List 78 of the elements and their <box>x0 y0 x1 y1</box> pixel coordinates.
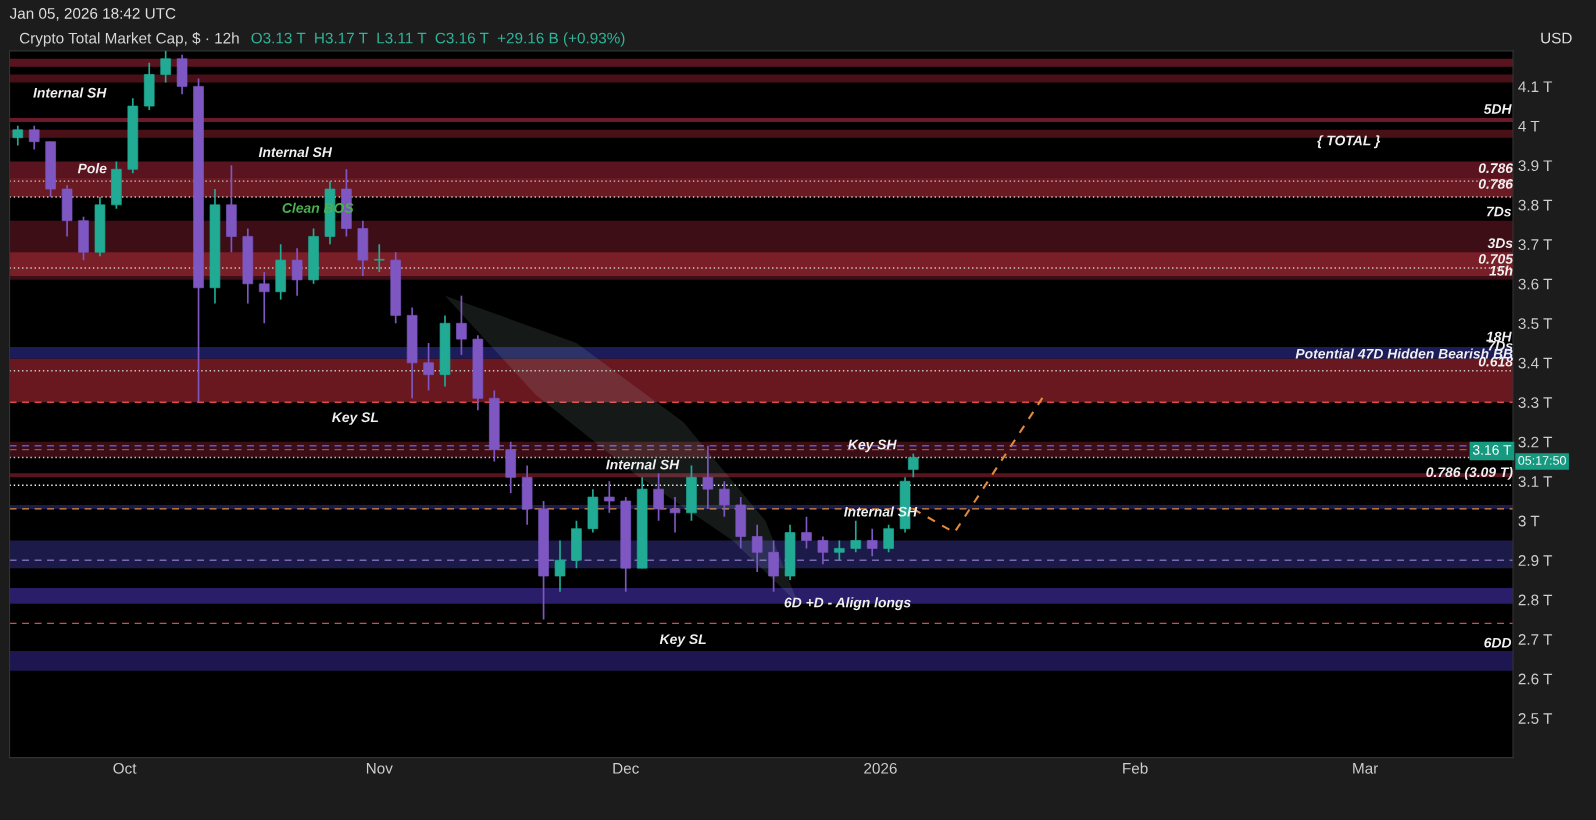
chart-title: Crypto Total Market Cap, $ · 12h <box>19 32 239 47</box>
text: Jan 05, 2026 18:42 UTC <box>9 8 176 21</box>
annotation: 0.705 <box>1478 254 1514 264</box>
y-tick-label: 3.3 T <box>1518 397 1553 408</box>
y-tick-label: 4 T <box>1518 120 1540 132</box>
candlestick <box>209 188 221 305</box>
candlestick <box>373 243 385 273</box>
annotation: 18H <box>1486 331 1512 342</box>
y-tick-label: 2.6 T <box>1518 673 1553 685</box>
text: USD <box>1541 32 1572 44</box>
candlestick <box>883 523 894 554</box>
chart-subtitle: O3.13 T H3.17 T L3.11 T C3.16 T +29.16 B (+0.93%) <box>251 32 625 47</box>
y-tick-label: 3.7 T <box>1518 239 1553 251</box>
candlestick <box>78 215 89 261</box>
y-tick-label: 4.1 T <box>1518 81 1553 92</box>
ref-line-label: 3.16 T <box>1472 444 1512 455</box>
candlestick <box>554 539 566 593</box>
y-tick-label: 3.4 T <box>1518 357 1553 369</box>
annotation: 5DH <box>1483 104 1512 114</box>
x-tick-label: Nov <box>366 763 393 774</box>
y-tick-label: 2.5 T <box>1518 713 1553 724</box>
y-tick-label: 3.5 T <box>1518 318 1553 329</box>
y-tick-label: 3.2 T <box>1518 436 1553 448</box>
annotation: 7Ds <box>1487 206 1512 217</box>
annotation: 6D +D - Align longs <box>784 597 911 611</box>
y-tick-label: 3.6 T <box>1518 278 1553 290</box>
x-tick-label: Dec <box>613 763 639 774</box>
annotation: 0.786 (3.09 T) <box>1426 466 1513 480</box>
candlestick <box>538 500 549 621</box>
annotation: Internal SH <box>258 146 333 158</box>
annotation: Key SL <box>659 634 706 647</box>
x-tick-label: Oct <box>113 762 137 774</box>
candlestick <box>669 496 681 534</box>
y-tick-label: 3.1 T <box>1518 476 1553 487</box>
annotation: Key SH <box>848 439 897 453</box>
y-tick-label: 3.9 T <box>1518 160 1553 172</box>
x-tick-label: 2026 <box>864 762 897 774</box>
y-tick-label: 2.7 T <box>1518 634 1553 645</box>
annotation: 0.786 <box>1478 178 1514 189</box>
y-tick-label: 2.8 T <box>1518 594 1553 606</box>
candlestick <box>866 527 878 558</box>
candlestick <box>94 196 106 258</box>
candlestick <box>834 539 845 562</box>
candlestick <box>784 523 796 581</box>
y-tick-label: 3.8 T <box>1518 199 1553 211</box>
candlestick <box>291 247 303 297</box>
y-tick-label: 2.9 T <box>1518 555 1553 566</box>
annotation: Key SL <box>332 412 379 425</box>
annotation: { TOTAL } <box>1317 135 1381 149</box>
annotation: Pole <box>77 163 107 174</box>
annotation: Clean BOS <box>282 202 354 213</box>
candlestick <box>45 140 56 198</box>
candlestick <box>571 519 582 569</box>
candlestick <box>604 480 615 514</box>
candlestick <box>12 125 24 147</box>
candlestick <box>308 227 319 285</box>
candlestick <box>768 539 779 593</box>
annotation: 0.786 <box>1478 163 1514 174</box>
annotation: 3Ds <box>1487 238 1513 249</box>
x-tick-label: Mar <box>1353 763 1379 774</box>
annotation: 15h <box>1489 265 1513 276</box>
candlestick <box>653 472 664 522</box>
candlestick <box>226 164 237 254</box>
y-tick-label: 3 T <box>1518 515 1540 527</box>
x-tick-label: Feb <box>1123 762 1148 774</box>
annotation: Internal SH <box>606 459 680 470</box>
candlestick <box>456 294 467 356</box>
candlestick <box>258 271 270 325</box>
text: 05:17:50 <box>1518 456 1566 465</box>
candlestick <box>686 464 697 522</box>
annotation: 6DD <box>1484 637 1512 648</box>
candlestick <box>111 160 122 210</box>
candlestick <box>439 314 451 388</box>
candlestick <box>801 515 812 550</box>
candlestick <box>850 519 862 554</box>
candlestick <box>193 77 204 404</box>
annotation: Internal SH <box>33 87 107 98</box>
candlestick <box>423 342 434 392</box>
